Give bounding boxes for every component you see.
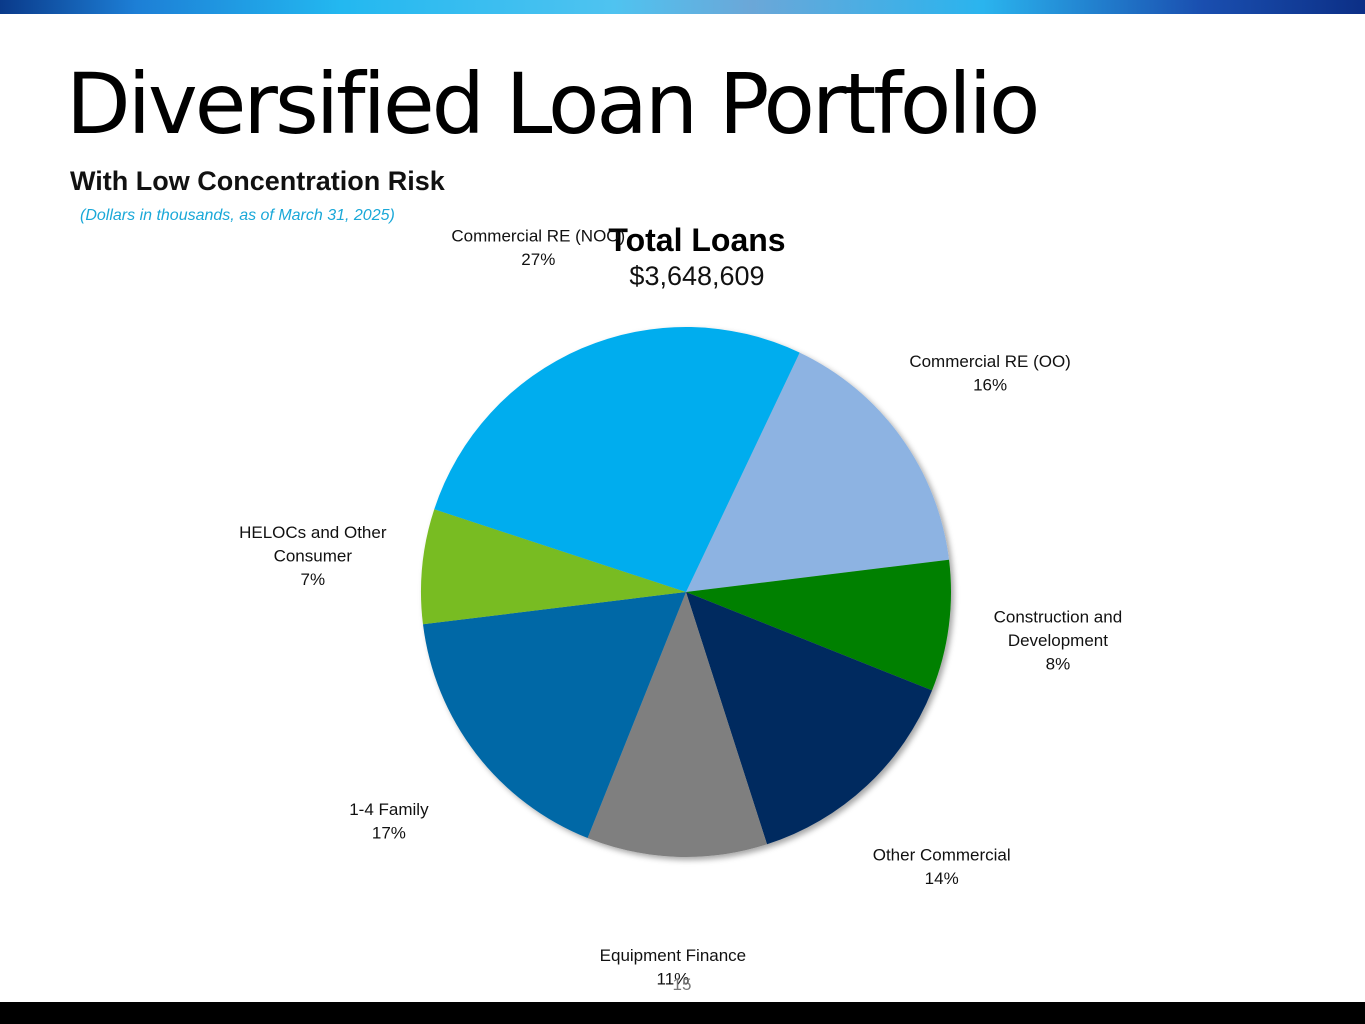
slide-subtitle: With Low Concentration Risk — [70, 166, 445, 196]
pie-label-equipment-finance: Equipment Finance 11% — [600, 946, 746, 989]
pie-slice-construction-and-development — [686, 559, 951, 691]
pie-slice-equipment-finance — [587, 592, 768, 857]
pie-label-commercial-re-oo: Commercial RE (OO) 16% — [909, 352, 1071, 395]
pie-labels: Commercial RE (OO) 16% Construction and Dev… — [239, 227, 1122, 989]
bottom-bar — [0, 1002, 1365, 1024]
pie-label-helocs-and-other-consumer: HELOCs and Other Consumer 7% — [239, 523, 387, 589]
pie-slices — [421, 327, 951, 857]
pie-label-construction-and-development: Construction and Development 8% — [994, 608, 1123, 674]
page-number: 15 — [672, 975, 692, 994]
pie-slice-commercial-re-oo — [686, 352, 950, 592]
pie-label-other-commercial: Other Commercial 14% — [873, 846, 1011, 889]
chart-title: Total Loans — [608, 222, 786, 258]
pie-slice-helocs-and-other-consumer — [421, 509, 686, 625]
pie-slice-1-4-family — [422, 592, 686, 839]
units-note: (Dollars in thousands, as of March 31, 2… — [80, 207, 395, 224]
pie-slice-commercial-re-noo — [434, 327, 800, 592]
chart-total-value: $3,648,609 — [629, 261, 765, 291]
slide-title: Diversified Loan Portfolio — [66, 55, 1040, 153]
pie-label-commercial-re-noo: Commercial RE (NOO) 27% — [451, 227, 625, 270]
pie-chart: Commercial RE (OO) 16% Construction and Dev… — [239, 227, 1122, 989]
pie-slice-other-commercial — [686, 592, 933, 845]
top-accent-bar — [0, 0, 1365, 14]
pie-label-1-4-family: 1-4 Family 17% — [349, 800, 429, 843]
